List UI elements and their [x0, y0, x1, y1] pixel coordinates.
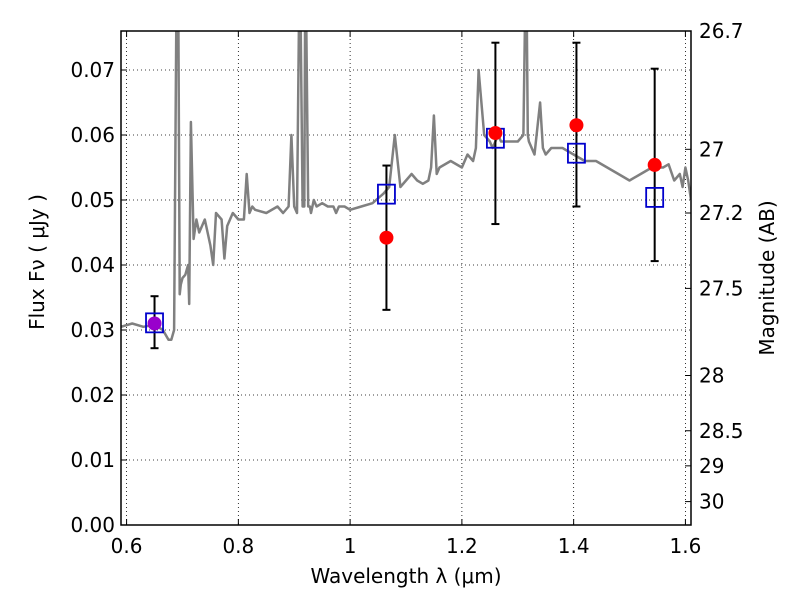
y-tick-label: 0.03 [70, 318, 115, 342]
model-sed-line [121, 31, 691, 342]
data-marks [145, 41, 665, 350]
observed-flux-point [147, 316, 162, 331]
model-photometry-square [145, 312, 164, 334]
y-tick-label: 0.01 [70, 448, 115, 472]
x-tick-label: 1.4 [558, 534, 590, 558]
right-tick-label: 29 [699, 454, 724, 478]
x-axis-label: Wavelength λ (μm) [310, 564, 501, 588]
plot-frame [120, 30, 692, 526]
model-photometry-square [377, 183, 396, 205]
observed-flux-point [569, 118, 584, 133]
observed-flux-point [647, 157, 662, 172]
right-tick-label: 27.5 [699, 276, 744, 300]
right-tick-label: 28 [699, 364, 724, 388]
observed-flux-point [488, 126, 503, 141]
y-tick-label: 0.02 [70, 383, 115, 407]
model-photometry-square [567, 142, 586, 164]
axis-ticks: 0.6 0.8 1 1.2 1.4 1.6 0.00 0.01 0.02 0.03 0.04 0.05… [70, 19, 743, 558]
right-tick-label: 27.2 [699, 201, 744, 225]
right-tick-label: 30 [699, 490, 724, 514]
right-axis-label: Magnitude (AB) [755, 200, 779, 355]
y-tick-label: 0.04 [70, 253, 115, 277]
model-photometry-square [645, 186, 665, 208]
right-tick-label: 26.7 [699, 19, 744, 43]
y-tick-label: 0.06 [70, 123, 115, 147]
y-tick-label: 0.07 [70, 58, 115, 82]
x-tick-label: 0.8 [222, 534, 254, 558]
x-tick-label: 1 [344, 534, 357, 558]
y-tick-label: 0.00 [70, 513, 115, 537]
observed-flux-point [379, 230, 394, 245]
x-tick-label: 1.6 [670, 534, 702, 558]
x-tick-label: 0.6 [111, 534, 143, 558]
y-tick-label: 0.05 [70, 188, 115, 212]
right-tick-label: 28.5 [699, 419, 744, 443]
x-tick-label: 1.2 [446, 534, 478, 558]
y-axis-label: Flux Fν ( μJy ) [25, 194, 49, 330]
right-tick-label: 27 [699, 137, 724, 161]
